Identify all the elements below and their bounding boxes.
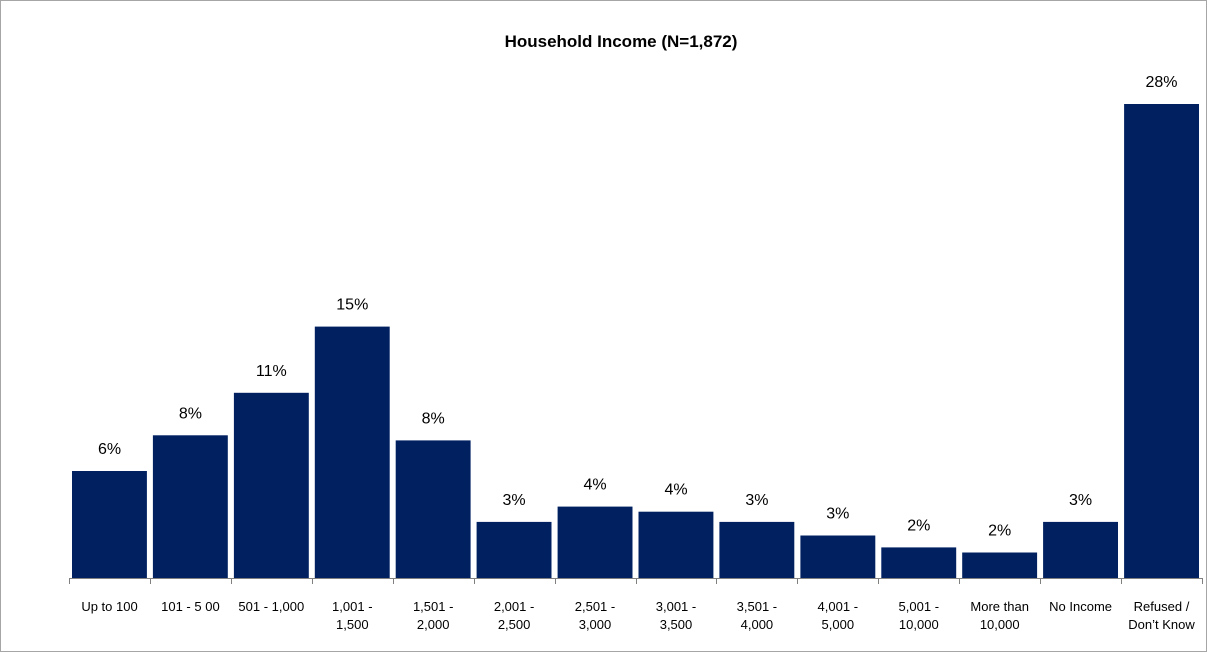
x-axis xyxy=(69,578,1203,584)
x-tick-label: 2,001 -2,500 xyxy=(494,599,534,632)
bar xyxy=(719,521,795,578)
data-label: 4% xyxy=(583,477,606,494)
data-label: 3% xyxy=(826,506,849,523)
bar xyxy=(962,552,1038,578)
data-label: 2% xyxy=(907,517,930,534)
bar xyxy=(881,547,957,578)
bar xyxy=(395,440,471,578)
x-tick-label: 5,001 -10,000 xyxy=(899,599,939,632)
data-label: 2% xyxy=(988,523,1011,540)
data-label: 4% xyxy=(664,482,687,499)
x-tick-label: 501 - 1,000 xyxy=(238,599,304,614)
data-label: 3% xyxy=(745,492,768,509)
bar xyxy=(557,506,633,578)
bar xyxy=(72,471,147,578)
bar xyxy=(1124,104,1199,578)
x-tick-label: Refused / Don’t Know xyxy=(1128,599,1195,632)
x-tick-label: More than 10,000 xyxy=(970,599,1029,632)
bar xyxy=(638,511,714,578)
x-tick-label: 3,501 -4,000 xyxy=(737,599,777,632)
data-label: 8% xyxy=(179,405,202,422)
x-tick-labels-group: Up to 100 101 - 5 00 501 - 1,000 1,001 -1,5… xyxy=(81,599,1195,632)
data-label: 8% xyxy=(422,410,445,427)
x-tick-label: 2,501 -3,000 xyxy=(575,599,615,632)
bar xyxy=(152,435,228,578)
bar xyxy=(476,521,552,578)
x-tick-label: 4,001 -5,000 xyxy=(818,599,858,632)
bar xyxy=(314,326,390,578)
bar xyxy=(1043,521,1118,578)
x-tick-label: No Income xyxy=(1049,599,1112,614)
x-tick-label: 101 - 5 00 xyxy=(161,599,220,614)
data-label: 3% xyxy=(1069,492,1092,509)
data-label: 6% xyxy=(98,441,121,458)
data-label: 28% xyxy=(1145,74,1177,91)
chart-title: Household Income (N=1,872) xyxy=(505,32,738,51)
x-tick-label: 3,001 -3,500 xyxy=(656,599,696,632)
x-tick-label: 1,001 -1,500 xyxy=(332,599,372,632)
bar xyxy=(800,535,876,578)
x-tick-label: Up to 100 xyxy=(81,599,137,614)
data-label: 3% xyxy=(503,492,526,509)
bar xyxy=(233,392,309,578)
data-label: 15% xyxy=(336,297,368,314)
data-label: 11% xyxy=(256,363,287,380)
x-tick-label: 1,501 -2,000 xyxy=(413,599,453,632)
bars-group xyxy=(72,104,1199,578)
data-labels-group: 6% 8% 11% 15% 8% 3% 4% 4% 3% 3% 2% 2% 3% 28% xyxy=(98,74,1178,540)
